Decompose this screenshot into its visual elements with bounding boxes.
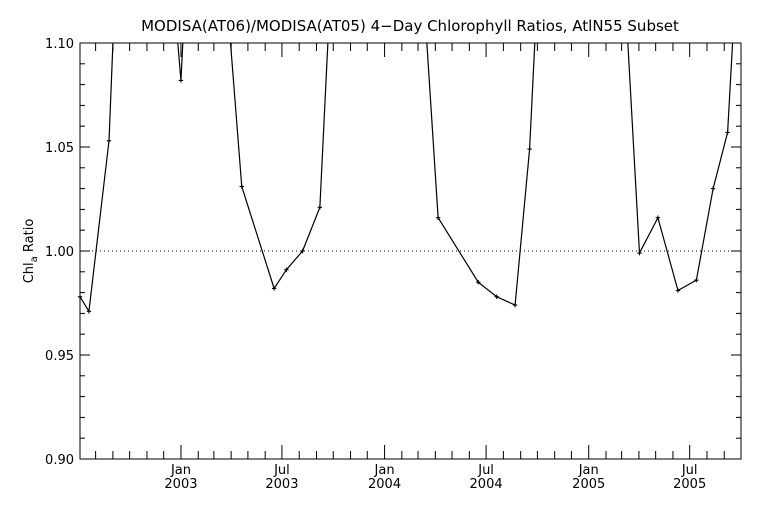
series-line (80, 43, 734, 314)
data-point-marker (178, 78, 184, 83)
x-tick-year-label: 2003 (265, 477, 298, 492)
axis-ticks: 0.900.951.001.051.10Jan2003Jul2003Jan200… (45, 37, 742, 492)
data-point-marker (527, 146, 532, 152)
plot-frame (79, 42, 742, 460)
data-point-marker (694, 277, 699, 283)
y-axis-label-main: Chl (22, 262, 37, 283)
data-point-marker (710, 186, 716, 191)
x-tick-month-label: Jan (374, 463, 395, 478)
x-tick-month-label: Jan (578, 463, 599, 478)
x-tick-year-label: 2005 (673, 477, 706, 492)
y-tick-label: 0.95 (45, 349, 74, 364)
data-point-marker (284, 267, 289, 272)
data-point-marker (494, 294, 499, 299)
series-layer (80, 43, 734, 314)
data-point-marker (239, 184, 244, 189)
data-point-marker (106, 138, 112, 143)
data-point-marker (637, 250, 642, 256)
data-point-marker (300, 248, 305, 254)
x-tick-month-label: Jan (170, 463, 191, 478)
data-point-marker (675, 288, 681, 293)
y-tick-label: 1.10 (45, 37, 74, 52)
data-point-marker (317, 205, 323, 210)
x-tick-month-label: Jul (681, 463, 698, 478)
x-tick-year-label: 2004 (470, 477, 503, 492)
x-tick-year-label: 2005 (572, 477, 605, 492)
chart-title: MODISA(AT06)/MODISA(AT05) 4−Day Chloroph… (141, 17, 679, 35)
data-point-marker (512, 302, 518, 308)
x-tick-month-label: Jul (273, 463, 290, 478)
y-axis-label-subscript: a (29, 256, 40, 262)
x-tick-month-label: Jul (477, 463, 494, 478)
data-point-marker (86, 309, 92, 314)
data-point-marker (271, 286, 277, 291)
data-point-marker (725, 130, 730, 135)
y-tick-label: 1.05 (45, 141, 74, 156)
x-tick-year-label: 2003 (164, 477, 197, 492)
data-point-marker (655, 215, 661, 220)
data-point-marker (476, 280, 481, 285)
y-tick-label: 0.90 (45, 453, 74, 468)
y-axis-label-suffix: Ratio (22, 219, 37, 257)
y-tick-label: 1.00 (45, 245, 74, 260)
x-tick-year-label: 2004 (368, 477, 401, 492)
data-point-marker (435, 215, 441, 220)
markers-layer (77, 78, 730, 314)
y-axis-label: Chla Ratio (22, 219, 40, 284)
